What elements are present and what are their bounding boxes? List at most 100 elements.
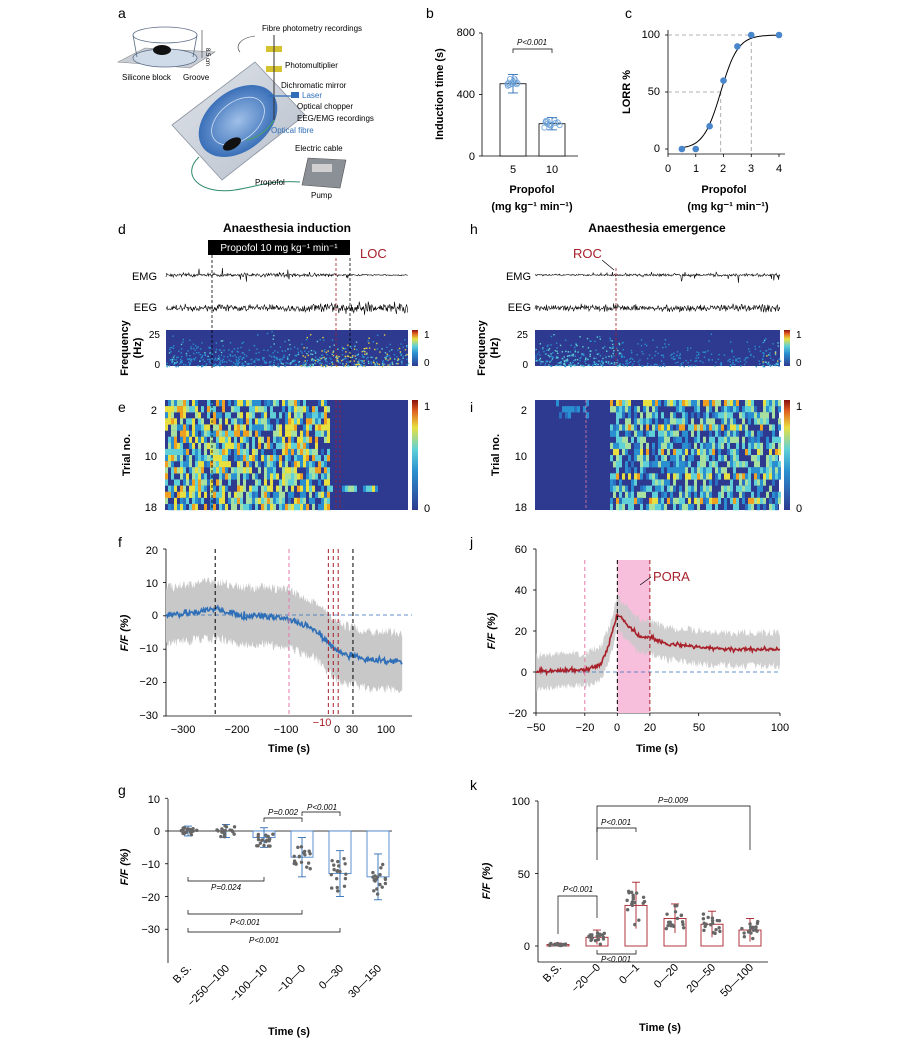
heat-cell bbox=[673, 497, 676, 505]
spec-pixel bbox=[171, 360, 173, 363]
spec-pixel bbox=[197, 364, 200, 367]
panel-k: 100 50 0 B.S. −20—0 0—1 0—20 20—50 50—10… bbox=[481, 796, 768, 1034]
heat-cell bbox=[255, 479, 258, 486]
heat-cell bbox=[303, 455, 306, 462]
heat-cell bbox=[730, 430, 733, 437]
k-cat-20-50: 20—50 bbox=[685, 962, 719, 996]
spec-pixel bbox=[623, 356, 626, 358]
k-point bbox=[749, 925, 753, 929]
heat-cell bbox=[619, 424, 622, 431]
heat-cell bbox=[207, 461, 210, 468]
spec-pixel bbox=[674, 358, 676, 360]
heat-cell bbox=[180, 461, 183, 468]
g-point bbox=[215, 828, 219, 832]
heat-cell bbox=[673, 461, 676, 468]
g-point bbox=[344, 872, 348, 876]
heat-cell bbox=[318, 455, 321, 462]
k-point bbox=[717, 926, 721, 930]
heat-cell bbox=[318, 418, 321, 425]
heat-cell bbox=[252, 455, 255, 462]
heat-cell bbox=[745, 412, 748, 419]
heat-cell bbox=[631, 479, 634, 486]
heat-cell bbox=[754, 406, 757, 413]
heat-cell bbox=[279, 430, 282, 437]
spec-pixel bbox=[769, 357, 772, 359]
spec-pixel bbox=[399, 358, 401, 361]
heat-cell bbox=[664, 455, 667, 462]
heat-cell bbox=[165, 497, 168, 505]
heat-cell bbox=[312, 418, 315, 425]
heat-cell bbox=[625, 461, 628, 468]
heat-cell bbox=[201, 418, 204, 425]
heat-cell bbox=[700, 473, 703, 480]
heat-cell bbox=[249, 461, 252, 468]
spec-pixel bbox=[731, 349, 733, 352]
spec-pixel bbox=[257, 358, 260, 360]
j-ytick-0: 0 bbox=[521, 667, 527, 679]
heat-cell bbox=[715, 497, 718, 505]
heat-cell bbox=[192, 442, 195, 450]
spec-pixel bbox=[196, 352, 198, 354]
spec-pixel bbox=[279, 360, 281, 362]
spec-pixel bbox=[598, 360, 600, 362]
panel-a-schematic: 8.5 cm Silicone block Groove Fibre photo… bbox=[116, 24, 374, 200]
spec-pixel bbox=[313, 359, 315, 361]
heat-cell bbox=[171, 503, 174, 511]
spec-pixel bbox=[189, 362, 191, 364]
heat-cell bbox=[694, 497, 697, 505]
heat-cell bbox=[234, 497, 237, 505]
heat-cell bbox=[664, 400, 667, 407]
heat-cell bbox=[219, 479, 222, 486]
heat-cell bbox=[219, 448, 222, 456]
heat-cell bbox=[754, 473, 757, 480]
heat-cell bbox=[769, 424, 772, 431]
g-point bbox=[228, 828, 232, 832]
spec-pixel bbox=[166, 366, 168, 368]
heat-cell bbox=[288, 418, 291, 425]
spec-pixel bbox=[312, 365, 314, 367]
heat-cell bbox=[297, 418, 300, 425]
spec-pixel bbox=[294, 364, 296, 366]
spec-pixel bbox=[332, 363, 334, 365]
spec-pixel bbox=[660, 354, 663, 356]
spec-pixel bbox=[357, 354, 359, 357]
k-ytick-100: 100 bbox=[512, 796, 530, 808]
heat-cell bbox=[279, 424, 282, 431]
spec-pixel bbox=[254, 361, 256, 363]
spec-pixel bbox=[571, 354, 573, 356]
heat-cell bbox=[676, 467, 679, 474]
j-xtick-50: 50 bbox=[693, 722, 705, 734]
b-point bbox=[507, 76, 514, 83]
heat-cell bbox=[216, 436, 219, 444]
spec-pixel bbox=[550, 365, 553, 367]
spec-pixel bbox=[209, 346, 212, 349]
spec-pixel bbox=[358, 359, 360, 361]
heat-cell bbox=[303, 491, 306, 499]
spec-pixel bbox=[679, 354, 681, 357]
spec-pixel bbox=[737, 357, 739, 360]
spec-pixel bbox=[535, 348, 537, 351]
spec-pixel bbox=[246, 362, 248, 365]
c-point bbox=[747, 31, 755, 39]
heat-cell bbox=[237, 461, 240, 468]
heat-cell bbox=[186, 406, 189, 413]
spec-pixel bbox=[343, 358, 346, 360]
heat-cell bbox=[285, 503, 288, 511]
heat-cell bbox=[637, 430, 640, 437]
spec-pixel bbox=[556, 350, 558, 352]
spec-pixel bbox=[321, 357, 323, 359]
spec-pixel bbox=[326, 361, 328, 363]
spec-pixel bbox=[384, 352, 387, 354]
heat-cell bbox=[288, 455, 291, 462]
heat-cell bbox=[321, 473, 324, 480]
spec-pixel bbox=[585, 357, 587, 359]
c-point bbox=[706, 122, 713, 130]
spec-pixel bbox=[778, 365, 780, 367]
spec-pixel bbox=[311, 353, 314, 356]
spec-pixel bbox=[176, 361, 178, 363]
spec-pixel bbox=[408, 362, 410, 365]
spec-pixel bbox=[263, 360, 266, 362]
heat-cell bbox=[703, 418, 706, 425]
heat-cell bbox=[709, 430, 712, 437]
spec-pixel bbox=[391, 361, 393, 364]
